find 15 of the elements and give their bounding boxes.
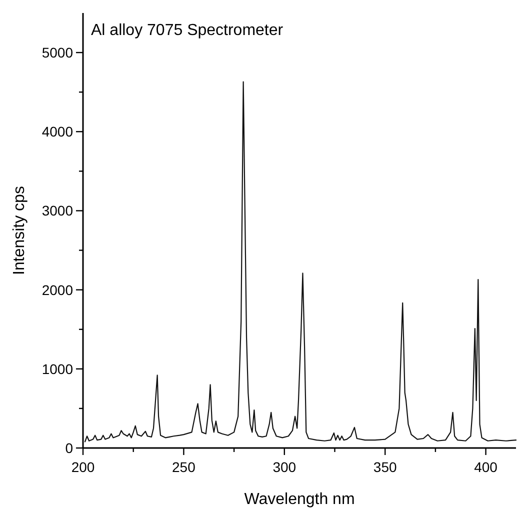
x-tick-label: 400	[474, 459, 498, 475]
y-tick-label: 1000	[42, 360, 74, 377]
text: Al alloy 7075 Spectrometer	[91, 22, 284, 39]
y-axis-title: Intensity cps	[11, 186, 28, 275]
line-series	[84, 81, 517, 442]
x-tick-label: 250	[172, 459, 196, 475]
y-tick-label: 0	[65, 440, 74, 456]
y-tick-label: 3000	[42, 202, 74, 219]
x-axis-title: Wavelength nm	[244, 491, 355, 508]
x-tick-label: 300	[272, 459, 296, 475]
x-tick-label: 200	[71, 459, 95, 475]
y-tick-label: 4000	[42, 124, 74, 140]
y-tick-label: 5000	[42, 44, 74, 61]
y-tick-label: 2000	[42, 282, 74, 298]
x-tick-label: 350	[373, 459, 397, 475]
